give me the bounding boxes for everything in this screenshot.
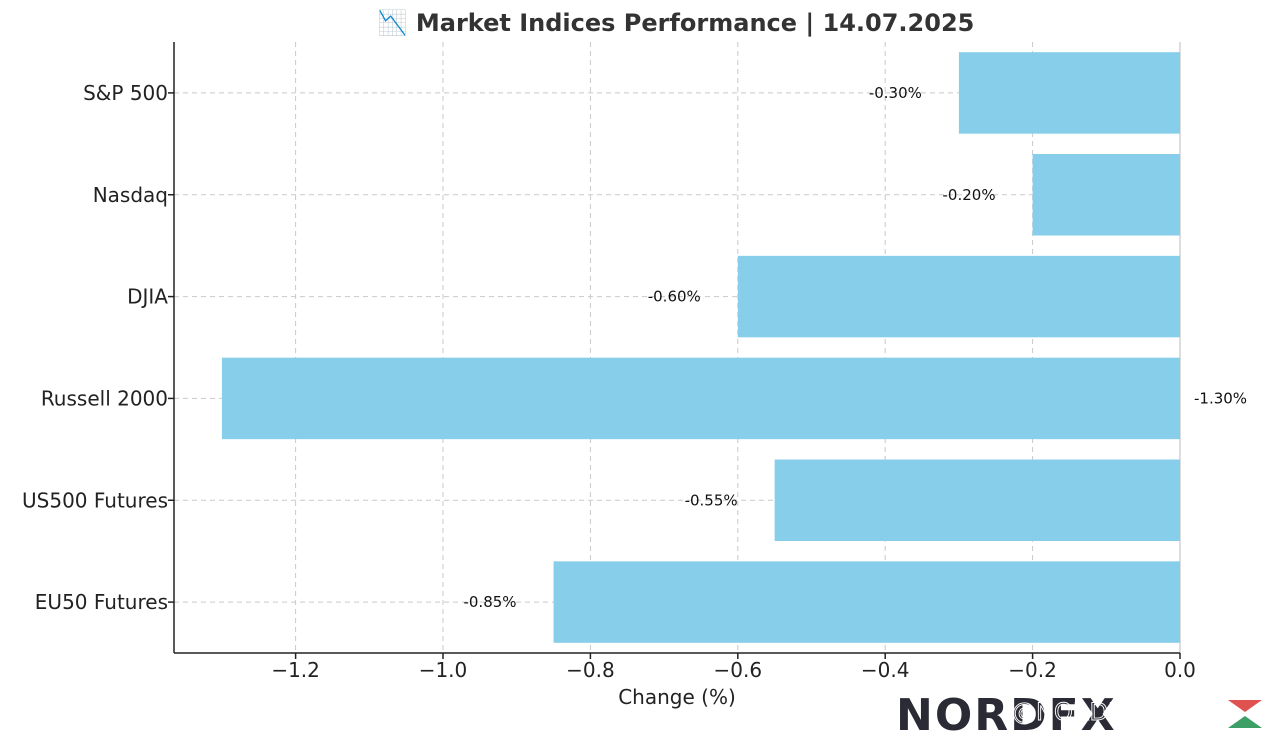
labels: −1.2 −1.0 −0.8 −0.6 −0.4 −0.2 0.0 S&P 500 Nasdaq… xyxy=(22,81,1247,682)
data-label: -0.60% xyxy=(648,288,701,306)
data-label: -0.85% xyxy=(463,593,516,611)
data-label: -0.20% xyxy=(943,186,996,204)
bar xyxy=(221,357,1180,440)
y-tick-label: US500 Futures xyxy=(22,488,168,512)
nordfx-watermark: NORDFX @NORDFX Global xyxy=(896,690,1262,741)
bars xyxy=(221,52,1180,643)
y-tick-label: Russell 2000 xyxy=(41,386,168,410)
x-tick-label: −0.4 xyxy=(861,658,910,682)
x-tick-label: −1.0 xyxy=(419,658,468,682)
chart-title: 📉 Market Indices Performance | 14.07.202… xyxy=(378,9,975,37)
watermark-handle: @NORDFX Global xyxy=(1012,698,1222,726)
y-tick-label: EU50 Futures xyxy=(35,590,168,614)
data-label: -0.30% xyxy=(869,84,922,102)
axes xyxy=(168,42,1181,659)
x-tick-label: −1.2 xyxy=(271,658,320,682)
x-tick-label: 0.0 xyxy=(1164,658,1196,682)
watermark-logo-accent xyxy=(1228,700,1262,712)
watermark-logo: NORDFX xyxy=(896,690,1117,741)
x-tick-label: −0.2 xyxy=(1008,658,1057,682)
y-tick-label: Nasdaq xyxy=(93,183,168,207)
data-label: -0.55% xyxy=(685,491,738,509)
x-tick-label: −0.6 xyxy=(714,658,763,682)
data-label: -1.30% xyxy=(1194,389,1247,407)
bar xyxy=(737,255,1180,338)
bar xyxy=(958,52,1180,134)
x-axis-label: Change (%) xyxy=(618,685,736,709)
x-tick-label: −0.8 xyxy=(566,658,615,682)
watermark-logo-accent-2 xyxy=(1228,716,1262,728)
bar xyxy=(1032,154,1180,236)
y-tick-label: DJIA xyxy=(127,285,168,309)
y-tick-label: S&P 500 xyxy=(83,81,168,105)
bar xyxy=(774,459,1180,541)
bar xyxy=(553,561,1180,643)
